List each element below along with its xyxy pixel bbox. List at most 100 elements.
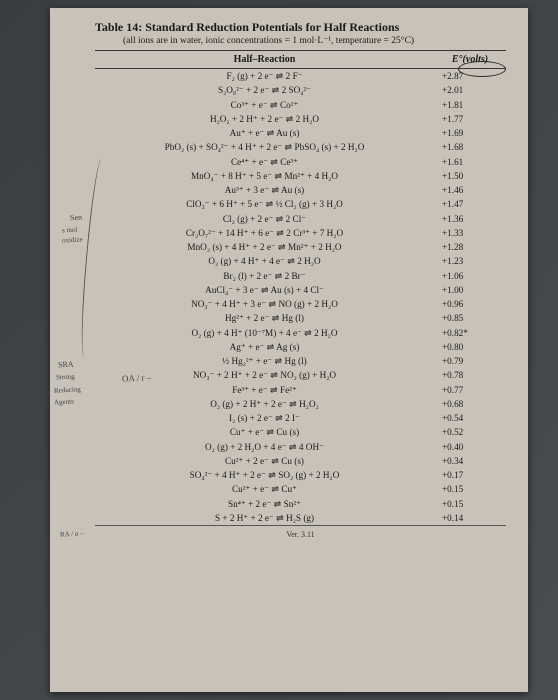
table-row: Au⁺ + e⁻ ⇌ Au (s)+1.69 — [95, 126, 506, 140]
reaction-cell: Au⁺ + e⁻ ⇌ Au (s) — [95, 126, 434, 140]
reaction-cell: Cr₂O₇²⁻ + 14 H⁺ + 6 e⁻ ⇌ 2 Cr³⁺ + 7 H₂O — [95, 226, 434, 240]
reaction-cell: Sn⁴⁺ + 2 e⁻ ⇌ Sn²⁺ — [95, 497, 434, 511]
table-row: Au³⁺ + 3 e⁻ ⇌ Au (s)+1.46 — [95, 183, 506, 197]
reaction-cell: I₂ (s) + 2 e⁻ ⇌ 2 I⁻ — [95, 411, 434, 425]
table-row: O₂ (g) + 2 H₂O + 4 e⁻ ⇌ 4 OH⁻+0.40 — [95, 440, 506, 454]
reaction-cell: H₂O₂ + 2 H⁺ + 2 e⁻ ⇌ 2 H₂O — [95, 112, 434, 126]
voltage-cell: +1.33 — [434, 226, 506, 240]
table-header: Table 14: Standard Reduction Potentials … — [95, 20, 506, 46]
table-row: S + 2 H⁺ + 2 e⁻ ⇌ H₂S (g)+0.14 — [95, 511, 506, 525]
reduction-potentials-table: Half–Reaction E°(volts) F₂ (g) + 2 e⁻ ⇌ … — [95, 50, 506, 526]
table-row: ClO₃⁻ + 6 H⁺ + 5 e⁻ ⇌ ½ Cl₂ (g) + 3 H₂O+… — [95, 197, 506, 211]
reaction-cell: ClO₃⁻ + 6 H⁺ + 5 e⁻ ⇌ ½ Cl₂ (g) + 3 H₂O — [95, 197, 434, 211]
table-row: ½ Hg₂²⁺ + e⁻ ⇌ Hg (l)+0.79 — [95, 354, 506, 368]
table-row: MnO₂ (s) + 4 H⁺ + 2 e⁻ ⇌ Mn²⁺ + 2 H₂O+1.… — [95, 240, 506, 254]
voltage-cell: +0.77 — [434, 383, 506, 397]
voltage-cell: +0.17 — [434, 468, 506, 482]
voltage-cell: +1.47 — [434, 197, 506, 211]
reaction-cell: ½ Hg₂²⁺ + e⁻ ⇌ Hg (l) — [95, 354, 434, 368]
reaction-cell: Cu²⁺ + e⁻ ⇌ Cu⁺ — [95, 482, 434, 496]
reaction-cell: Cu⁺ + e⁻ ⇌ Cu (s) — [95, 425, 434, 439]
table-row: O₂ (g) + 4 H⁺ + 4 e⁻ ⇌ 2 H₂O+1.23 — [95, 254, 506, 268]
voltage-cell: +0.82* — [434, 326, 506, 340]
reaction-cell: S + 2 H⁺ + 2 e⁻ ⇌ H₂S (g) — [95, 511, 434, 525]
table-row: NO₃⁻ + 4 H⁺ + 3 e⁻ ⇌ NO (g) + 2 H₂O+0.96 — [95, 297, 506, 311]
handwriting-note: SRA — [58, 360, 74, 370]
handwriting-note: RA / o – — [60, 529, 84, 538]
voltage-cell: +1.61 — [434, 155, 506, 169]
circled-value — [458, 61, 506, 77]
handwriting-note: s mol — [62, 226, 78, 235]
voltage-cell: +0.52 — [434, 425, 506, 439]
voltage-cell: +0.54 — [434, 411, 506, 425]
table-row: Fe³⁺ + e⁻ ⇌ Fe²⁺+0.77 — [95, 383, 506, 397]
table-row: Hg²⁺ + 2 e⁻ ⇌ Hg (l)+0.85 — [95, 311, 506, 325]
voltage-cell: +1.81 — [434, 98, 506, 112]
table-row: PbO₂ (s) + SO₄²⁻ + 4 H⁺ + 2 e⁻ ⇌ PbSO₄ (… — [95, 140, 506, 154]
handwriting-note: oxidize — [62, 235, 83, 244]
table-body: F₂ (g) + 2 e⁻ ⇌ 2 F⁻+2.87S₂O₈²⁻ + 2 e⁻ ⇌… — [95, 69, 506, 525]
voltage-cell: +1.36 — [434, 212, 506, 226]
page-footer: Ver. 3.11 — [95, 530, 506, 539]
reaction-cell: O₂ (g) + 4 H⁺ + 4 e⁻ ⇌ 2 H₂O — [95, 254, 434, 268]
voltage-cell: +0.40 — [434, 440, 506, 454]
reaction-cell: MnO₂ (s) + 4 H⁺ + 2 e⁻ ⇌ Mn²⁺ + 2 H₂O — [95, 240, 434, 254]
document-page: Sen s mol oxidize SRA Strong Reducing Ag… — [50, 8, 528, 692]
reaction-cell: MnO₄⁻ + 8 H⁺ + 5 e⁻ ⇌ Mn²⁺ + 4 H₂O — [95, 169, 434, 183]
handwriting-note: OA / r – — [122, 372, 152, 384]
table-row: SO₄²⁻ + 4 H⁺ + 2 e⁻ ⇌ SO₂ (g) + 2 H₂O+0.… — [95, 468, 506, 482]
table-row: Ce⁴⁺ + e⁻ ⇌ Ce³⁺+1.61 — [95, 155, 506, 169]
voltage-cell: +0.96 — [434, 297, 506, 311]
table-row: Cu²⁺ + e⁻ ⇌ Cu⁺+0.15 — [95, 482, 506, 496]
reaction-cell: F₂ (g) + 2 e⁻ ⇌ 2 F⁻ — [95, 69, 434, 83]
reaction-cell: Ce⁴⁺ + e⁻ ⇌ Ce³⁺ — [95, 155, 434, 169]
voltage-cell: +0.14 — [434, 511, 506, 525]
reaction-cell: O₂ (g) + 4 H⁺ (10⁻⁷M) + 4 e⁻ ⇌ 2 H₂O — [95, 326, 434, 340]
reaction-cell: Cl₂ (g) + 2 e⁻ ⇌ 2 Cl⁻ — [95, 212, 434, 226]
table-row: Cu²⁺ + 2 e⁻ ⇌ Cu (s)+0.34 — [95, 454, 506, 468]
voltage-cell: +0.68 — [434, 397, 506, 411]
table-row: F₂ (g) + 2 e⁻ ⇌ 2 F⁻+2.87 — [95, 69, 506, 83]
reaction-cell: Co³⁺ + e⁻ ⇌ Co²⁺ — [95, 98, 434, 112]
voltage-cell: +1.46 — [434, 183, 506, 197]
reaction-cell: AuCl₄⁻ + 3 e⁻ ⇌ Au (s) + 4 Cl⁻ — [95, 283, 434, 297]
table-row: Sn⁴⁺ + 2 e⁻ ⇌ Sn²⁺+0.15 — [95, 497, 506, 511]
reaction-cell: O₂ (g) + 2 H₂O + 4 e⁻ ⇌ 4 OH⁻ — [95, 440, 434, 454]
voltage-cell: +0.15 — [434, 482, 506, 496]
reaction-cell: Hg²⁺ + 2 e⁻ ⇌ Hg (l) — [95, 311, 434, 325]
voltage-cell: +2.01 — [434, 83, 506, 97]
reaction-cell: Au³⁺ + 3 e⁻ ⇌ Au (s) — [95, 183, 434, 197]
voltage-cell: +0.79 — [434, 354, 506, 368]
voltage-cell: +1.23 — [434, 254, 506, 268]
reaction-cell: Fe³⁺ + e⁻ ⇌ Fe²⁺ — [95, 383, 434, 397]
table-row: Br₂ (l) + 2 e⁻ ⇌ 2 Br⁻+1.06 — [95, 269, 506, 283]
voltage-cell: +1.77 — [434, 112, 506, 126]
reaction-cell: Br₂ (l) + 2 e⁻ ⇌ 2 Br⁻ — [95, 269, 434, 283]
voltage-cell: +1.50 — [434, 169, 506, 183]
table-row: Ag⁺ + e⁻ ⇌ Ag (s)+0.80 — [95, 340, 506, 354]
table-title: Table 14: Standard Reduction Potentials … — [95, 20, 506, 35]
table-row: H₂O₂ + 2 H⁺ + 2 e⁻ ⇌ 2 H₂O+1.77 — [95, 112, 506, 126]
reaction-cell: O₂ (g) + 2 H⁺ + 2 e⁻ ⇌ H₂O₂ — [95, 397, 434, 411]
table-row: Cr₂O₇²⁻ + 14 H⁺ + 6 e⁻ ⇌ 2 Cr³⁺ + 7 H₂O+… — [95, 226, 506, 240]
table-row: Cu⁺ + e⁻ ⇌ Cu (s)+0.52 — [95, 425, 506, 439]
column-header-reaction: Half–Reaction — [95, 54, 434, 65]
reaction-cell: NO₃⁻ + 4 H⁺ + 3 e⁻ ⇌ NO (g) + 2 H₂O — [95, 297, 434, 311]
handwriting-note: Agents — [54, 397, 74, 406]
voltage-cell: +1.68 — [434, 140, 506, 154]
table-row: MnO₄⁻ + 8 H⁺ + 5 e⁻ ⇌ Mn²⁺ + 4 H₂O+1.50 — [95, 169, 506, 183]
table-row: Cl₂ (g) + 2 e⁻ ⇌ 2 Cl⁻+1.36 — [95, 212, 506, 226]
reaction-cell: Cu²⁺ + 2 e⁻ ⇌ Cu (s) — [95, 454, 434, 468]
table-head-row: Half–Reaction E°(volts) — [95, 51, 506, 69]
table-row: AuCl₄⁻ + 3 e⁻ ⇌ Au (s) + 4 Cl⁻+1.00 — [95, 283, 506, 297]
voltage-cell: +1.69 — [434, 126, 506, 140]
table-row: Co³⁺ + e⁻ ⇌ Co²⁺+1.81 — [95, 98, 506, 112]
reaction-cell: Ag⁺ + e⁻ ⇌ Ag (s) — [95, 340, 434, 354]
table-row: O₂ (g) + 2 H⁺ + 2 e⁻ ⇌ H₂O₂+0.68 — [95, 397, 506, 411]
voltage-cell: +0.80 — [434, 340, 506, 354]
voltage-cell: +0.85 — [434, 311, 506, 325]
voltage-cell: +1.28 — [434, 240, 506, 254]
reaction-cell: S₂O₈²⁻ + 2 e⁻ ⇌ 2 SO₄²⁻ — [95, 83, 434, 97]
table-row: O₂ (g) + 4 H⁺ (10⁻⁷M) + 4 e⁻ ⇌ 2 H₂O+0.8… — [95, 326, 506, 340]
voltage-cell: +0.34 — [434, 454, 506, 468]
